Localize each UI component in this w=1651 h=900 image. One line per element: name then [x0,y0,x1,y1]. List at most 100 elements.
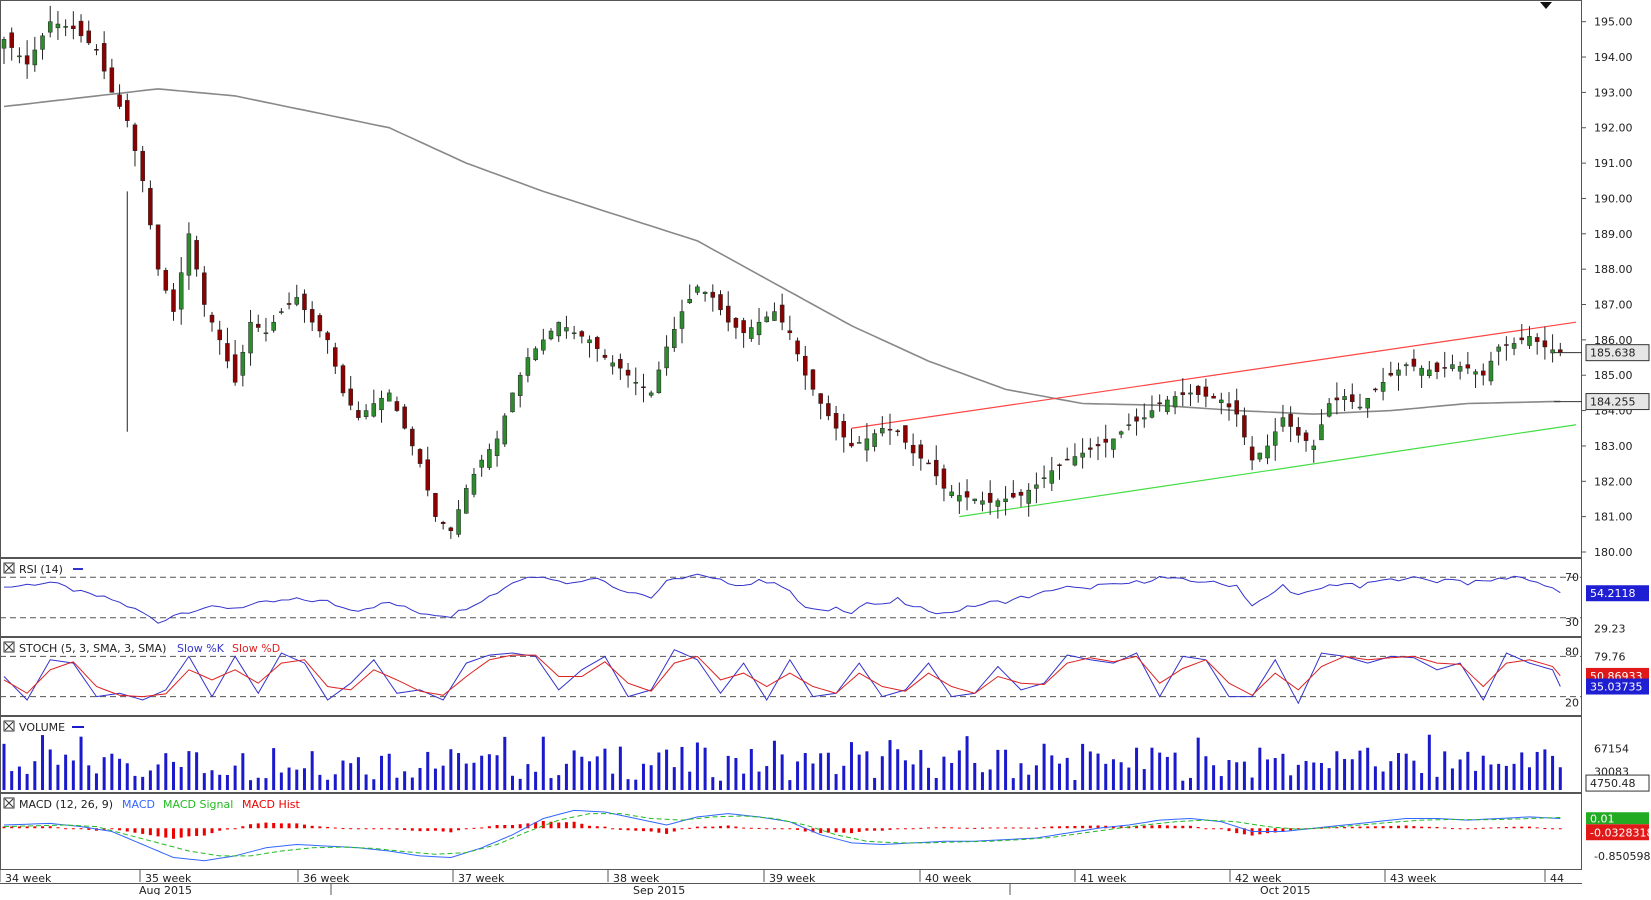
macd-hist-bar [603,826,607,829]
volume-bar [634,779,638,790]
macd-hist-bar [796,828,800,830]
volume-bar [518,778,522,790]
macd-hist-bar [657,828,661,833]
candle-body [903,425,908,443]
candle-body [1296,427,1301,436]
volume-bar [927,767,931,790]
macd-hist-bar [510,825,514,829]
macd-hist-bar [1450,828,1454,830]
candle-body [602,354,608,358]
candle-body [286,303,292,305]
volume-bar [880,756,884,790]
volume-bar [911,764,915,790]
macd-hist-bar [1435,826,1439,829]
macd-hist-bar [942,827,946,829]
macd-hist-bar [819,828,823,834]
candle-body [918,444,924,459]
candle-body [548,330,554,340]
volume-bar [1373,766,1377,790]
volume-bar [1281,753,1285,790]
stoch-k-value-tag [1586,678,1649,695]
rsi-level-label: 70 [1565,571,1579,584]
volume-bar [71,760,75,790]
candle-body [810,369,816,390]
volume-bar [1158,752,1162,790]
candle-body [664,346,669,369]
macd-hist-bar [1527,826,1531,829]
volume-bar [148,770,152,790]
volume-bar [287,767,291,790]
volume-bar [788,780,792,790]
volume-bar [1458,759,1462,790]
macd-hist-bar [1219,828,1223,830]
volume-bar [1427,734,1431,790]
candle-body [101,43,107,72]
macd-hist-bar [618,828,622,830]
volume-bar [1481,755,1485,790]
macd-hist-bar [1504,827,1508,829]
week-label: 37 week [458,872,505,885]
volume-bar [1088,751,1092,790]
rsi-level-label: 30 [1565,616,1579,629]
candle-body [1303,432,1309,441]
macd-hist-bar [164,828,168,838]
rsi-line [3,573,1561,624]
support-trendline [959,424,1577,518]
volume-bar [1443,751,1447,790]
macd-hist-bar [911,828,915,830]
candle-body [186,233,192,276]
candle-body [741,320,746,334]
candle-body [1257,452,1263,460]
volume-bar [711,777,715,790]
volume-bar [649,765,653,790]
volume-bar [1412,760,1416,790]
candle-body [1149,410,1155,418]
macd-hist-bar [279,823,283,829]
candle-body [379,397,384,411]
macd-hist-bar [1412,826,1416,829]
macd-hist-bar [79,828,83,830]
volume-bar [64,754,68,790]
macd-hist-bar [187,828,191,837]
candle-body [910,444,916,454]
macd-hist-bar [1397,825,1401,829]
panel-frame [0,0,1582,558]
volume-bar [726,755,730,790]
candle-body [132,124,138,151]
candle-body [217,329,222,341]
candle-body [1396,369,1401,376]
volume-bar [665,749,669,790]
macd-hist-bar [518,824,522,829]
volume-bar [1181,780,1185,790]
volume-bar [1358,750,1362,790]
macd-hist-bar [734,826,738,829]
candle-body [1457,366,1463,372]
candle-body [710,291,716,298]
macd-hist-tag [1586,824,1649,841]
macd-hist-bar [356,828,360,830]
macd-hist-bar [10,826,14,829]
macd-hist-bar [1135,826,1139,829]
volume-bar [410,777,414,790]
volume-bar [10,771,14,790]
volume-bar [264,778,268,790]
volume-bar [1111,759,1115,790]
candle-body [949,491,954,496]
macd-hist-name: MACD Hist [242,798,301,811]
candle-body [471,473,477,495]
volume-bar [1242,761,1246,790]
candle-body [24,55,30,65]
volume-bar [688,771,692,790]
volume-bar [171,761,175,790]
macd-hist-bar [557,822,561,829]
volume-bar [980,772,984,790]
candle-body [795,340,800,355]
macd-hist-bar [1543,828,1547,830]
week-label: 34 week [5,872,52,885]
volume-bar [2,743,6,790]
candle-body [125,100,130,121]
candle-body [1219,399,1224,404]
macd-hist-bar [33,826,37,829]
macd-hist-bar [1004,827,1008,829]
